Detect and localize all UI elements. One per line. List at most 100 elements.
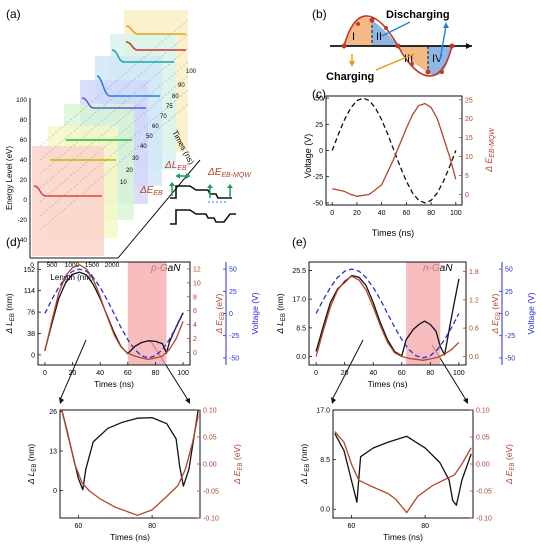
band-inset: ΔLEB ΔEEB ΔEEB-MQW [139,160,252,225]
y-tick-label: 0 [319,148,323,155]
series-line-right2 [44,268,184,359]
panel-d-label: (d) [6,235,21,249]
y-right-tick-label: 1.2 [469,297,479,304]
voltage-tick-label: 0 [229,311,233,318]
zoom-line [59,339,87,401]
y-right-tick-label: 0.6 [469,326,479,333]
inset-deeb: ΔEEB [139,185,163,197]
region-II [372,20,398,46]
region-label: I [352,31,355,43]
a-ztick: 80 [172,94,179,100]
y-tick-label: 0 [53,488,57,495]
x-tick-label: 80 [427,210,435,217]
y-tick-label: 8.5 [296,325,306,332]
a-ytick: 60 [20,137,28,144]
a-xtick: 2000 [105,262,120,269]
y-tick-label: 13 [49,449,57,456]
y-right-tick-label: 0 [465,192,469,199]
series-line-right [334,431,472,514]
panel-a-label: (a) [6,7,21,21]
a-ytick: 80 [20,117,28,124]
inset-dleb: ΔLEB [164,160,187,172]
y-tick-label: 114 [24,288,35,295]
x-tick-label: 0 [43,370,47,377]
x-axis-label: Times (ns) [368,379,408,389]
plot-frame [332,409,474,519]
chart-d-top: 0 20 40 60 80 10003876114152024681012-50-2502… [4,261,260,389]
y-tick-label: -25 [313,174,323,181]
c-ylabel-right: Δ EEB-MQW [484,127,496,173]
y-tick-label: 0 [31,352,35,359]
y-tick-label: 25 [315,122,323,129]
a-xlabel: Length (nm) [50,273,93,282]
discharging-label: Discharging [386,9,450,21]
x-tick-label: 100 [453,370,465,377]
a-ytick: 100 [16,97,27,104]
y-tick-label: 0.0 [296,354,306,361]
y-right-tick-label: 4 [193,322,197,329]
a-ytick: 40 [20,157,28,164]
x-tick-label: 60 [402,210,410,217]
panel-b: (b) I II III IV Discharging Charging [312,7,472,83]
y-right-tick-label: -0.05 [476,489,492,496]
x-axis-label: Times (ns) [94,379,134,389]
voltage-tick-label: 0 [505,311,509,318]
y-right-tick-label: 6 [193,308,197,315]
series-line-right [44,264,184,361]
y-axis-label: Δ LEB (nm) [275,293,287,335]
voltage-tick-label: -50 [505,355,515,362]
x-tick-label: 60 [124,370,132,377]
plot-frame [37,261,191,366]
x-tick-label: 100 [450,210,462,217]
a-ztick: 20 [126,168,133,174]
y-tick-label: -50 [313,200,323,207]
x-tick-label: 80 [426,370,434,377]
y-axis-label: Δ LEB (nm) [26,444,38,486]
x-tick-label: 40 [369,370,377,377]
voltage-tick-label: 50 [229,267,237,274]
series-line-right [315,275,460,361]
voltage-tick-label: -25 [229,333,239,340]
a-ztick: 70 [160,114,167,120]
y-tick-label: 152 [23,267,35,274]
y-tick-label: 38 [27,331,35,338]
plot-frame [325,95,463,206]
y-tick-label: 76 [27,310,35,317]
panel-c: (c) Voltage (V) Δ EEB-MQW Times (ns) [303,87,496,238]
region-label: II [376,31,382,43]
y-right-tick-label: -0.05 [203,489,219,496]
inset-deebmqw: ΔEEB-MQW [207,167,252,179]
voltage-tick-label: 25 [229,289,237,296]
a-ztick: 100 [186,69,197,75]
region-label: III [404,53,413,65]
series-line-left [334,433,472,506]
charging-label: Charging [326,71,374,83]
y-tick-label: 26 [49,409,57,416]
x-tick-label: 60 [75,523,83,530]
a-xtick: 0 [30,262,34,269]
x-tick-label: 60 [348,523,356,530]
y-right-tick-label: 1.8 [469,269,479,276]
x-tick-label: 0 [330,210,334,217]
region-III [398,46,428,72]
a-ztick: 90 [178,83,185,89]
a-ztick: 10 [120,180,127,186]
slice [32,146,104,256]
y-tick-label: 8.5 [320,457,330,464]
y-right-tick-label: 0.0 [469,354,479,361]
zoom-line [331,339,364,401]
y-right-tick-label: 12 [193,266,201,273]
y-tick-label: 17.0 [292,297,306,304]
region-label: IV [432,53,443,65]
highlight-region [127,262,167,365]
y-right-tick-label: 2 [193,336,197,343]
y-right-tick-label: 5 [465,173,469,180]
a-ztick: 60 [152,124,159,130]
a-ztick: 75 [166,104,173,110]
region-I [344,16,372,46]
panel-c-label: (c) [312,87,326,101]
a-ytick: 20 [20,177,28,184]
x-tick-label: 20 [353,210,361,217]
y-right-tick-label: -0.10 [203,516,219,523]
a-ylabel: Energy Level (eV) [5,146,14,210]
